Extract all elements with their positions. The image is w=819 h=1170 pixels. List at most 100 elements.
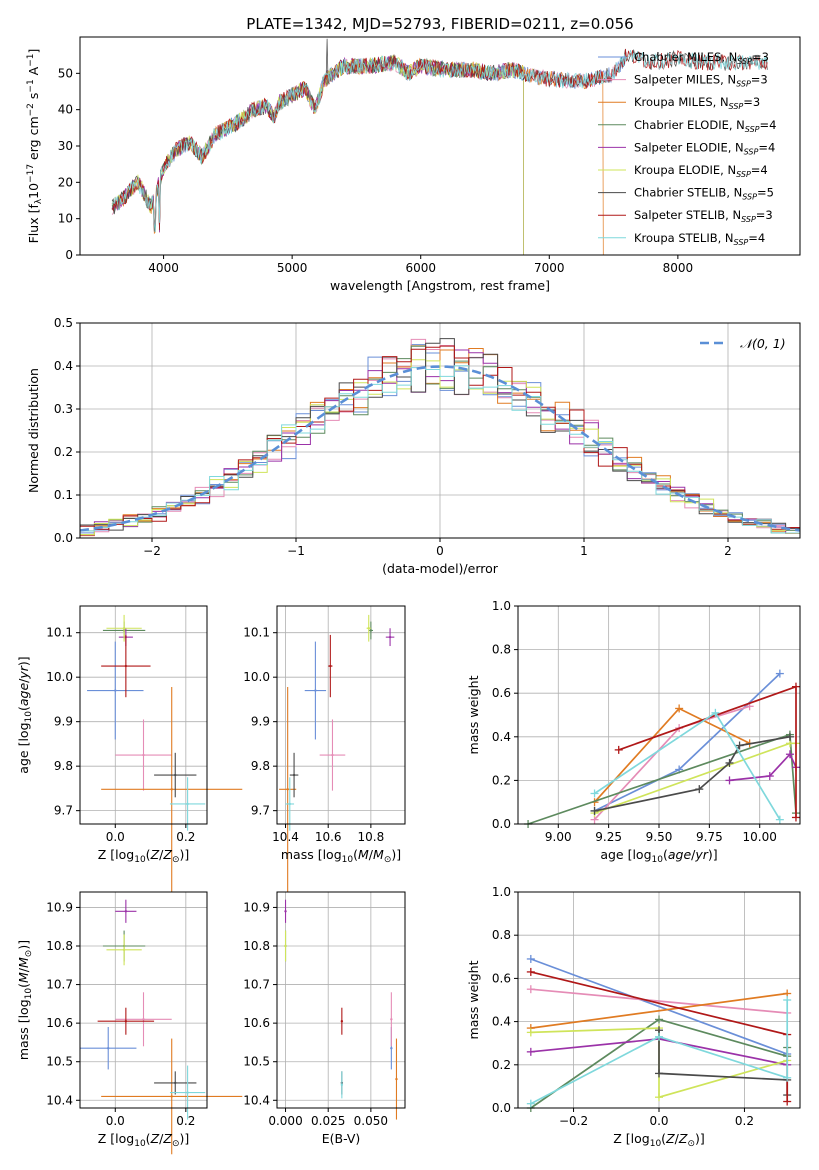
weight-line	[729, 752, 797, 782]
data-point	[170, 1095, 173, 1098]
y-tick-label: 10.7	[46, 978, 73, 992]
data-point	[331, 753, 334, 757]
data-point	[329, 664, 332, 668]
x-axis-label: Z [log10(Z/Z⊙)]	[98, 1131, 190, 1149]
y-axis-label: age [log10(age/yr)]	[16, 656, 34, 773]
mass-weight-vs-z-panel: −0.2 0.0 0.2 0.0 0.2 0.4 0.6 0.8 1.0 Z [log10(Z/Z…	[466, 885, 801, 1149]
y-tick-label: 30	[58, 139, 73, 153]
y-tick-label: 0.4	[54, 359, 73, 373]
y-tick-label: 10.9	[243, 900, 270, 914]
mass-weight-vs-age-panel: 9.00 9.25 9.50 9.75 10.00 0.0 0.2 0.4 0.6 0.8 1.0 a…	[466, 599, 801, 865]
data-point	[124, 1020, 128, 1023]
age-vs-z-panel: 0.0 0.2 9.7 9.8 9.9 10.0 10.1 Z [log10(Z/Z⊙)] ag…	[16, 605, 243, 892]
data-point	[142, 753, 145, 757]
weight-line	[593, 707, 750, 803]
x-axis-label: Z [log10(Z/Z⊙)]	[613, 1131, 705, 1149]
y-tick-label: 0.0	[54, 531, 73, 545]
y-tick-label: 1.0	[492, 885, 511, 899]
y-tick-label: 9.9	[54, 715, 73, 729]
mass-vs-z-panel: 0.0 0.2 10.4 10.5 10.6 10.7 10.8 10.9 Z [log10(Z…	[16, 891, 243, 1155]
legend-label: Chabrier ELODIE, NSSP=4	[634, 118, 776, 134]
spectrum-panel: 4000 5000 6000 7000 8000 0 10 20 30 40 50 wavelengt…	[26, 36, 801, 293]
weight-line	[530, 958, 788, 1055]
data-point	[142, 1018, 145, 1021]
y-tick-label: 0.8	[492, 643, 511, 657]
weight-line	[618, 685, 797, 818]
x-tick-label: 10.4	[272, 830, 299, 844]
y-tick-label: 0.3	[54, 402, 73, 416]
y-tick-label: 10.0	[46, 670, 73, 684]
y-tick-label: 10.0	[243, 670, 270, 684]
data-point	[284, 910, 287, 913]
y-tick-label: 0.2	[492, 1058, 511, 1072]
data-point	[122, 948, 126, 952]
legend-label: Chabrier STELIB, NSSP=5	[634, 186, 774, 202]
spectrum-line	[111, 54, 604, 256]
y-tick-label: 0.2	[54, 445, 73, 459]
data-point	[174, 1081, 177, 1085]
data-point	[292, 773, 296, 777]
data-point	[284, 944, 287, 948]
y-tick-label: 10.7	[243, 978, 270, 992]
data-point	[340, 1083, 344, 1087]
legend-label: Salpeter MILES, NSSP=3	[634, 73, 768, 89]
x-tick-label: 0.025	[311, 1114, 345, 1128]
legend-label: 𝒩(0, 1)	[740, 336, 786, 351]
x-tick-label: 9.75	[696, 830, 723, 844]
x-tick-label: 10.8	[358, 830, 385, 844]
data-point	[122, 627, 126, 630]
x-tick-label: 0.0	[106, 1114, 125, 1128]
y-tick-label: 0.6	[492, 971, 511, 985]
x-tick-label: 10.00	[743, 830, 777, 844]
data-point	[186, 1091, 189, 1094]
y-tick-label: 9.7	[251, 804, 270, 818]
x-tick-label: 7000	[534, 261, 565, 275]
y-tick-label: 10.1	[243, 626, 270, 640]
data-point	[114, 689, 117, 692]
y-axis-label: mass [log10(M/M⊙)]	[16, 940, 34, 1060]
x-tick-label: 0.2	[735, 1114, 754, 1128]
x-tick-label: 0.2	[176, 830, 195, 844]
x-tick-label: 8000	[663, 261, 694, 275]
x-tick-label: −2	[143, 544, 161, 558]
y-tick-label: 0.4	[492, 730, 511, 744]
x-tick-label: 0.050	[354, 1114, 388, 1128]
axes-frame	[79, 605, 208, 825]
x-axis-label: (data-model)/error	[382, 561, 499, 576]
x-axis-label: E(B-V)	[322, 1131, 361, 1146]
data-point	[340, 1020, 344, 1023]
y-tick-label: 20	[58, 175, 73, 189]
data-point	[288, 802, 291, 806]
histogram-panel: −2 −1 0 1 2 0.0 0.1 0.2 0.3 0.4 0.5 (data-model)/er…	[26, 316, 801, 576]
x-tick-label: 9.00	[545, 830, 572, 844]
y-tick-label: 0.1	[54, 488, 73, 502]
y-axis-label: mass weight	[466, 675, 481, 754]
y-axis-label: Normed distribution	[26, 368, 41, 493]
y-tick-label: 10.4	[243, 1093, 270, 1107]
y-tick-label: 0.8	[492, 928, 511, 942]
data-point	[174, 773, 177, 777]
y-tick-label: 10.8	[243, 939, 270, 953]
legend-label: Kroupa STELIB, NSSP=4	[634, 231, 765, 247]
x-tick-label: 5000	[277, 261, 308, 275]
x-tick-label: 0.0	[649, 1114, 668, 1128]
data-point	[390, 1047, 393, 1050]
axes-frame	[276, 891, 406, 1109]
data-point	[388, 635, 392, 639]
x-tick-label: 0.0	[106, 830, 125, 844]
x-tick-label: 4000	[148, 261, 179, 275]
y-tick-label: 50	[58, 66, 73, 80]
x-tick-label: 0	[436, 544, 444, 558]
y-tick-label: 0.5	[54, 316, 73, 330]
data-point	[369, 629, 373, 632]
x-tick-label: 10.6	[315, 830, 342, 844]
y-tick-label: 10.5	[46, 1055, 73, 1069]
x-tick-label: 0.000	[268, 1114, 302, 1128]
x-tick-label: 6000	[405, 261, 436, 275]
age-vs-mass-panel: 10.4 10.6 10.8 9.7 9.8 9.9 10.0 10.1 mass [log10…	[243, 605, 406, 892]
axes-frame	[79, 891, 208, 1109]
y-tick-label: 9.7	[54, 804, 73, 818]
x-tick-label: 0.2	[176, 1114, 195, 1128]
data-point	[390, 1018, 393, 1021]
data-point	[124, 664, 128, 668]
